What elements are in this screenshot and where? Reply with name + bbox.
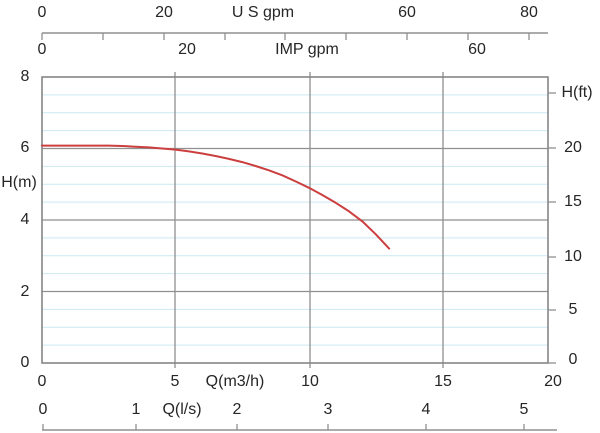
pump-head-curve: [41, 144, 391, 250]
plot-border: [41, 76, 549, 364]
